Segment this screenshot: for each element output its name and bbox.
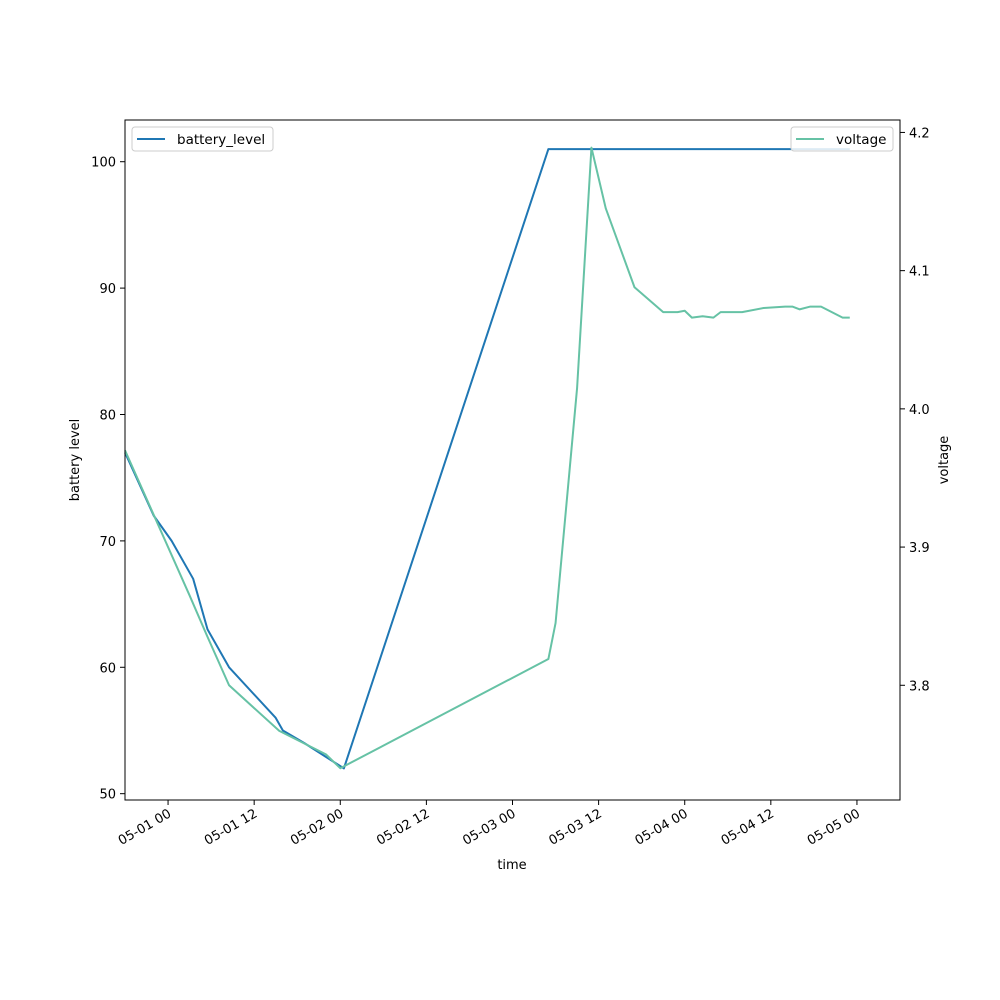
y-left-tick-label: 70: [99, 535, 116, 550]
legend-right-label: voltage: [836, 132, 886, 148]
x-tick-label: 05-02 12: [374, 806, 432, 848]
y-right-tick-label: 4.1: [909, 265, 930, 280]
y-left-tick-label: 80: [99, 408, 116, 423]
plot-lines: [124, 146, 850, 770]
x-tick-label: 05-01 12: [202, 806, 260, 848]
y-left-tick-label: 60: [99, 661, 116, 676]
x-axis-label: time: [497, 858, 526, 873]
series-line-voltage: [124, 146, 850, 770]
y-right-tick-label: 4.0: [909, 403, 930, 418]
y-right-tick-label: 3.8: [909, 679, 930, 694]
x-tick-label: 05-02 00: [288, 806, 346, 848]
x-tick-label: 05-05 00: [805, 806, 863, 848]
x-tick-label: 05-04 12: [719, 806, 777, 848]
y-left-tick-label: 50: [99, 788, 116, 803]
x-tick-label: 05-03 12: [546, 806, 604, 848]
x-tick-label: 05-03 00: [460, 806, 518, 848]
x-tick-label: 05-01 00: [116, 806, 174, 848]
y-left-tick-label: 100: [91, 156, 116, 171]
y-axis-left-label: battery level: [68, 419, 83, 502]
y-axis-right-label: voltage: [937, 436, 952, 485]
x-axis-ticks: 05-01 00 05-01 12 05-02 00 05-02 12 05-03 00…: [116, 800, 863, 849]
legend-left: battery_level: [131, 126, 274, 152]
y-right-tick-label: 3.9: [909, 541, 930, 556]
y-right-tick-label: 4.2: [909, 126, 930, 141]
plot-frame: [124, 119, 901, 801]
legend-right: voltage: [790, 126, 894, 152]
y-axis-left-ticks: 50 60 70 80 90 100: [91, 156, 125, 803]
y-axis-right-ticks: 3.8 3.9 4.0 4.1 4.2: [900, 126, 930, 694]
series-line-battery_level: [124, 148, 850, 770]
legend-left-frame: [131, 126, 274, 152]
x-tick-label: 05-04 00: [633, 806, 691, 848]
legend-left-label: battery_level: [177, 132, 265, 148]
legend-right-frame: [790, 126, 894, 152]
y-left-tick-label: 90: [99, 282, 116, 297]
